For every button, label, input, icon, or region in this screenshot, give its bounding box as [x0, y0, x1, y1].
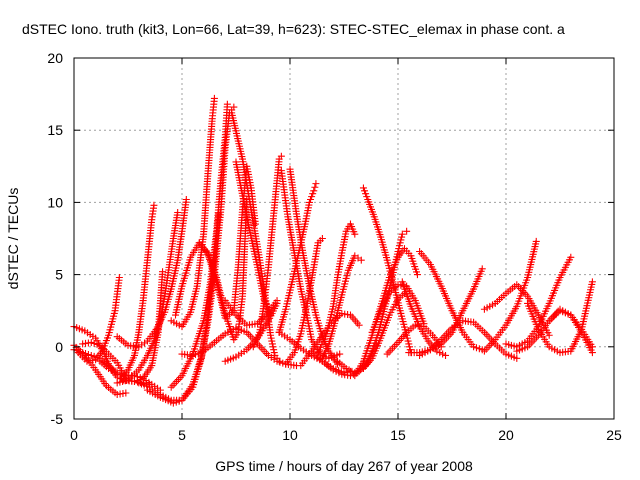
data-point	[210, 94, 218, 102]
series	[545, 305, 596, 357]
data-point-fill	[363, 193, 371, 201]
y-tick-label: -5	[51, 411, 64, 427]
data-point	[310, 187, 318, 195]
data-point-fill	[362, 190, 370, 198]
series	[524, 278, 596, 357]
data-point	[230, 103, 238, 111]
data-point-fill	[269, 343, 277, 351]
axis-ticks: 0 5 10 15 20 25 -5 0 5 10 15 20	[47, 50, 622, 443]
data-point	[267, 311, 275, 319]
data-point	[359, 184, 367, 192]
series	[282, 235, 326, 368]
series	[79, 338, 130, 383]
data-point	[174, 209, 182, 217]
x-tick-label: 25	[606, 427, 622, 443]
series	[249, 152, 285, 351]
data-point-fill	[397, 236, 405, 244]
x-tick-label: 15	[390, 427, 406, 443]
series	[359, 184, 415, 357]
y-axis-label: dSTEC / TECUs	[5, 188, 21, 290]
data-point	[267, 331, 275, 339]
data-point	[394, 247, 402, 255]
data-point	[336, 350, 344, 358]
series	[362, 227, 411, 370]
data-point	[122, 389, 130, 397]
x-tick-label: 5	[178, 427, 186, 443]
data-point	[357, 256, 365, 264]
series	[120, 268, 167, 385]
data-point	[273, 297, 281, 305]
data-point-fill	[405, 340, 413, 348]
data-points	[70, 94, 596, 407]
data-point	[567, 253, 575, 261]
data-point	[545, 331, 553, 339]
x-tick-label: 20	[498, 427, 514, 443]
series	[113, 196, 190, 351]
data-point	[588, 349, 596, 357]
data-point	[115, 273, 123, 281]
data-point	[398, 230, 406, 238]
x-tick-label: 10	[282, 427, 298, 443]
data-point-fill	[406, 346, 414, 354]
chart-title: dSTEC Iono. truth (kit3, Lon=66, Lat=39,…	[22, 21, 565, 37]
data-point	[532, 237, 540, 245]
data-point	[150, 201, 158, 209]
data-point-fill	[396, 239, 404, 247]
y-tick-label: 15	[47, 122, 63, 138]
data-point	[305, 198, 313, 206]
plot-frame	[73, 57, 615, 420]
data-point	[318, 235, 326, 242]
y-tick-label: 10	[47, 194, 63, 210]
data-point	[588, 278, 596, 286]
data-point	[312, 180, 320, 188]
data-point	[159, 268, 167, 276]
x-axis-label: GPS time / hours of day 267 of year 2008	[215, 458, 473, 474]
data-point-fill	[268, 337, 276, 345]
series	[314, 220, 359, 357]
y-tick-label: 20	[47, 50, 63, 66]
data-point-fill	[311, 183, 319, 191]
data-point-fill	[404, 337, 412, 345]
data-point	[275, 357, 283, 365]
data-point-fill	[309, 190, 317, 198]
data-point	[513, 354, 521, 362]
data-point-fill	[398, 233, 406, 241]
data-point-fill	[395, 245, 403, 253]
data-point	[403, 227, 411, 235]
data-point	[442, 351, 450, 359]
series	[74, 273, 123, 365]
series	[275, 180, 320, 336]
data-point	[478, 265, 486, 273]
data-point	[223, 100, 231, 108]
data-point-fill	[403, 334, 411, 342]
series	[398, 278, 450, 359]
data-point-fill	[270, 349, 278, 357]
data-point	[413, 271, 421, 279]
x-tick-label: 0	[70, 427, 78, 443]
data-point	[355, 321, 363, 329]
data-point-fill	[270, 346, 278, 354]
data-point-fill	[395, 242, 403, 250]
data-point-fill	[267, 334, 275, 342]
series	[318, 252, 365, 362]
data-point-fill	[308, 193, 316, 201]
y-tick-label: 5	[55, 267, 63, 283]
data-point	[277, 152, 285, 160]
data-point-fill	[307, 196, 315, 204]
y-tick-label: 0	[55, 339, 63, 355]
data-point	[351, 230, 359, 238]
data-point-fill	[406, 343, 414, 351]
series	[232, 158, 275, 319]
data-point-fill	[361, 187, 369, 195]
data-point-fill	[268, 340, 276, 348]
data-point	[182, 196, 190, 204]
